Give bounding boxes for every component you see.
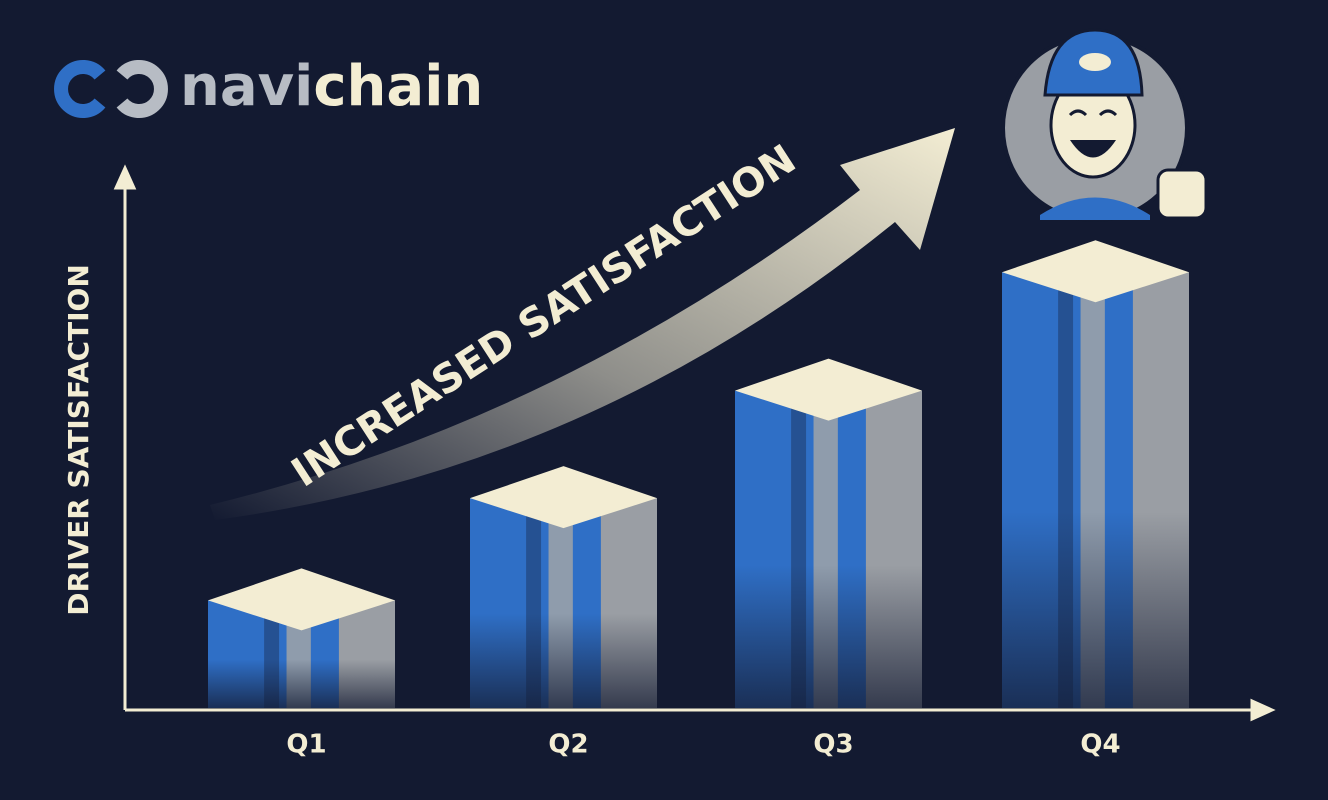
- axes: [113, 164, 1276, 722]
- brand: navichain: [180, 54, 483, 119]
- y-arrow: [113, 164, 137, 190]
- bar-top: [470, 466, 657, 529]
- trend-arrow: [210, 128, 955, 520]
- brand-part: chain: [313, 54, 483, 119]
- mascot: [1001, 28, 1208, 222]
- bar-top: [1002, 240, 1189, 303]
- logo-icon: [54, 60, 168, 118]
- x-tick-label: Q1: [286, 730, 326, 760]
- bar-top: [735, 358, 922, 421]
- bar-shade: [470, 498, 657, 708]
- plot: Q1 Q2 Q3 Q4: [208, 240, 1189, 760]
- bar-shade: [1002, 272, 1189, 708]
- bar-shade: [735, 390, 922, 708]
- brand-part: navi: [180, 54, 313, 119]
- x-tick-label: Q2: [548, 730, 588, 760]
- y-axis-label: DRIVER SATISFACTION: [62, 264, 95, 616]
- x-tick-label: Q3: [813, 730, 853, 760]
- bar-top: [208, 568, 395, 631]
- x-tick-label: Q4: [1080, 730, 1120, 760]
- x-arrow: [1250, 698, 1276, 722]
